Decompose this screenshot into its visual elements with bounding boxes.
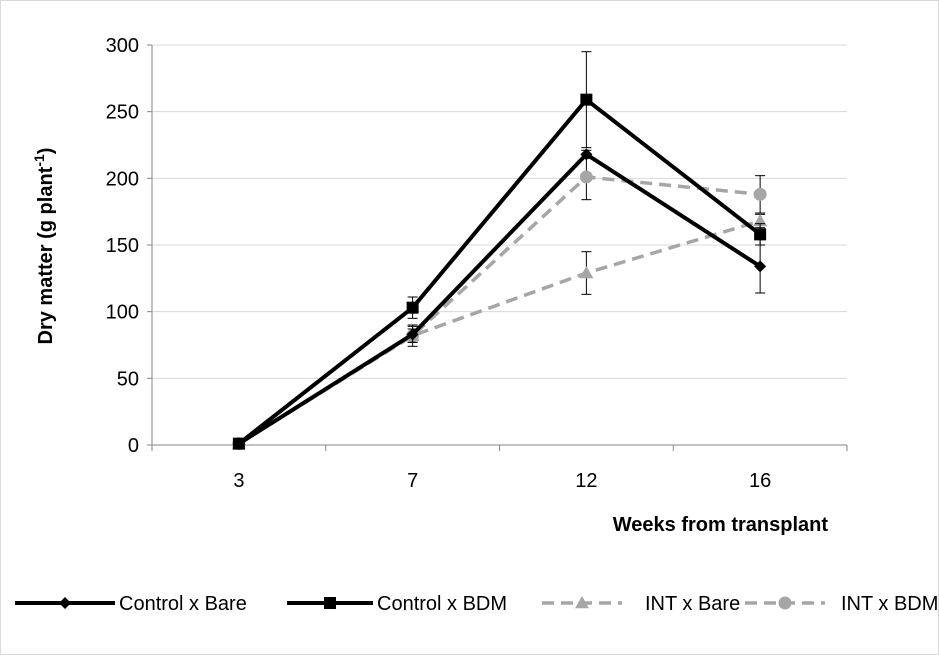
marker-square [754, 228, 767, 241]
marker-square [324, 597, 336, 609]
y-tick-label: 300 [106, 35, 139, 57]
y-tick-label: 200 [106, 168, 139, 190]
marker-circle [753, 187, 767, 201]
marker-diamond [406, 328, 419, 341]
marker-square [580, 93, 593, 106]
marker-circle [579, 170, 593, 184]
y-tick-label: 250 [106, 102, 139, 124]
x-tick-label: 7 [407, 470, 418, 492]
y-tick-label: 100 [106, 302, 139, 324]
x-tick-label: 12 [575, 470, 597, 492]
legend-label: INT x BDM [841, 593, 938, 615]
y-tick-label: 0 [128, 435, 139, 457]
y-tick-label: 50 [117, 368, 139, 390]
marker-square [406, 301, 419, 314]
marker-diamond [59, 597, 71, 609]
x-tick-labels: 3 7 12 16 [233, 470, 771, 492]
series-line [237, 152, 762, 446]
legend-item: Control x Bare [15, 593, 247, 615]
marker-square [232, 437, 245, 450]
gridlines [152, 44, 847, 379]
series-int-x-bare [231, 213, 768, 449]
legend-item: INT x BDM [745, 593, 938, 615]
legend-item: INT x Bare [542, 593, 740, 615]
legend-label: Control x Bare [119, 593, 247, 615]
y-axis-title: Dry matter (g plant-1) [31, 148, 57, 345]
series-int-x-bdm [232, 153, 767, 451]
marker-triangle [579, 266, 594, 279]
legend-label: INT x Bare [645, 593, 740, 615]
legend: Control x Bare Control x BDM INT x Bare INT… [15, 593, 938, 615]
series-group [231, 51, 768, 451]
x-tick-label: 3 [233, 470, 244, 492]
axes [147, 44, 848, 451]
marker-diamond [754, 260, 767, 273]
y-tick-label: 150 [106, 235, 139, 257]
x-tick-label: 16 [749, 470, 771, 492]
marker-diamond [580, 148, 593, 161]
series-line [237, 97, 762, 446]
series-control-x-bare [232, 148, 767, 450]
marker-triangle [575, 596, 589, 609]
series-control-x-bdm [232, 51, 767, 450]
marker-circle [778, 596, 792, 610]
legend-label: Control x BDM [377, 593, 507, 615]
y-tick-labels: 0 50 100 150 200 250 300 [106, 35, 139, 457]
legend-item: Control x BDM [287, 593, 507, 615]
x-axis-title: Weeks from transplant [613, 514, 829, 536]
